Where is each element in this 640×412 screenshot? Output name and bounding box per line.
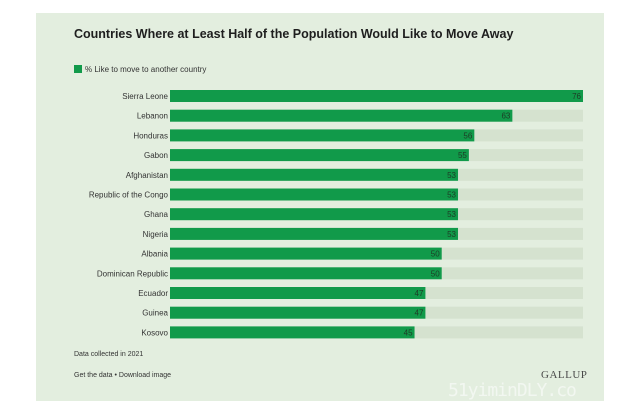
- legend-swatch: [74, 65, 82, 73]
- bar: [170, 287, 426, 299]
- bar: [170, 247, 442, 260]
- bar: [170, 227, 459, 240]
- bar-row: Dominican Republic 50: [97, 267, 583, 280]
- category-label: Dominican Republic: [97, 269, 168, 278]
- category-label: Ghana: [144, 210, 169, 219]
- bar-row: Afghanistan 53: [126, 168, 583, 181]
- value-label: 55: [458, 151, 467, 160]
- bar: [170, 109, 513, 122]
- value-label: 50: [431, 250, 440, 259]
- bar-row: Lebanon 63: [137, 109, 583, 122]
- legend-label: % Like to move to another country: [85, 64, 207, 74]
- link-separator: •: [114, 372, 117, 379]
- bar: [170, 267, 442, 280]
- value-label: 50: [431, 269, 440, 278]
- value-label: 45: [404, 328, 413, 337]
- value-label: 53: [447, 230, 456, 239]
- category-label: Lebanon: [137, 112, 168, 121]
- category-label: Ecuador: [138, 289, 168, 298]
- value-label: 56: [463, 131, 472, 140]
- bar: [170, 208, 459, 221]
- legend: % Like to move to another country: [74, 64, 206, 74]
- footer-links: Get the data • Download image: [74, 372, 171, 379]
- category-label: Nigeria: [143, 230, 169, 239]
- value-label: 53: [447, 171, 456, 180]
- bar: [170, 306, 426, 319]
- bar-row: Nigeria 53: [143, 227, 583, 240]
- value-label: 47: [415, 309, 424, 318]
- watermark: 51yiminDLY.co: [448, 380, 577, 401]
- bar-row: Gabon 55: [144, 149, 583, 162]
- bar-row: Guinea 47: [142, 306, 583, 319]
- bar-row: Republic of the Congo 53: [89, 188, 583, 201]
- value-label: 63: [501, 112, 510, 121]
- bar-row: Albania 50: [141, 247, 583, 260]
- chart-title: Countries Where at Least Half of the Pop…: [74, 27, 514, 41]
- category-label: Afghanistan: [126, 171, 168, 180]
- bar-row: Sierra Leone 76: [122, 90, 583, 102]
- bar: [170, 168, 459, 181]
- value-label: 53: [447, 191, 456, 200]
- bar-chart: Sierra Leone 76 Lebanon 63 Honduras 56 Gabon 55…: [89, 90, 583, 339]
- category-label: Republic of the Congo: [89, 191, 169, 200]
- bar: [170, 326, 415, 339]
- bar: [170, 129, 475, 142]
- bar-row: Ecuador 47: [138, 287, 583, 299]
- category-label: Honduras: [133, 131, 168, 140]
- category-label: Gabon: [144, 151, 168, 160]
- category-label: Sierra Leone: [122, 92, 168, 101]
- bar-row: Honduras 56: [133, 129, 583, 142]
- chart-card: Countries Where at Least Half of the Pop…: [36, 13, 604, 401]
- bar: [170, 149, 469, 162]
- footnote: Data collected in 2021: [74, 351, 144, 358]
- value-label: 76: [572, 92, 581, 101]
- value-label: 47: [415, 289, 424, 298]
- get-data-link[interactable]: Get the data: [74, 372, 113, 379]
- value-label: 53: [447, 210, 456, 219]
- download-image-link[interactable]: Download image: [118, 372, 172, 379]
- category-label: Albania: [141, 250, 168, 259]
- gallup-logo: GALLUP: [541, 369, 588, 381]
- bar: [170, 90, 583, 102]
- category-label: Guinea: [142, 309, 168, 318]
- bar-row: Kosovo 45: [141, 326, 583, 339]
- category-label: Kosovo: [141, 328, 168, 337]
- bar-row: Ghana 53: [144, 208, 583, 221]
- bar: [170, 188, 459, 201]
